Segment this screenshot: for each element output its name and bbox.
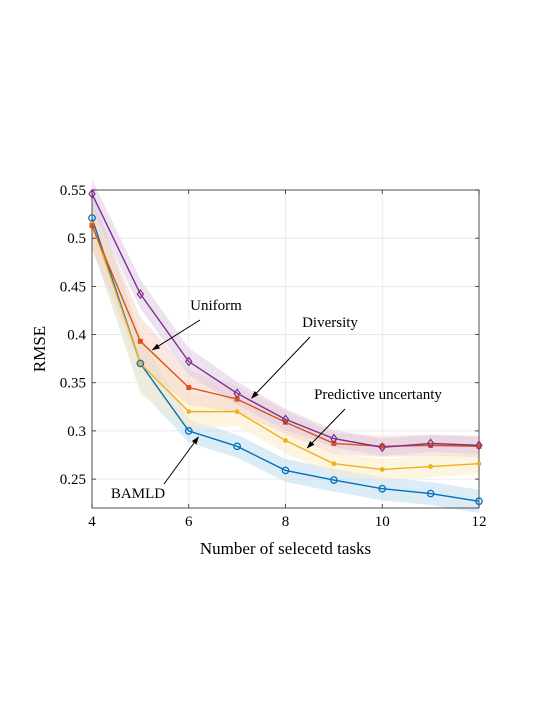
y-tick-label: 0.55 bbox=[60, 183, 86, 199]
y-tick-label: 0.35 bbox=[60, 376, 86, 392]
bamld-annotation: BAMLD bbox=[111, 486, 165, 502]
x-tick-label: 12 bbox=[472, 514, 487, 530]
uniform-point bbox=[428, 442, 434, 448]
predictive-uncertanty-point bbox=[331, 461, 337, 467]
annotation-layer: Uniform Diversity Predictive uncertanty BAM… bbox=[111, 298, 443, 502]
predictive-uncertanty-arrow bbox=[306, 408, 346, 449]
diversity-point bbox=[475, 440, 483, 451]
bamld-line bbox=[91, 217, 480, 502]
diversity-point bbox=[281, 414, 290, 425]
y-tick-label: 0.5 bbox=[67, 231, 86, 247]
diversity-annotation: Diversity bbox=[302, 315, 358, 331]
diversity-point bbox=[136, 289, 145, 300]
bamld-point bbox=[330, 476, 338, 484]
uniform-point bbox=[379, 443, 385, 449]
diversity-point bbox=[88, 188, 96, 199]
predictive-uncertanty-point bbox=[476, 461, 482, 467]
uniform-point bbox=[234, 396, 240, 402]
bamld-point bbox=[88, 214, 96, 222]
uniform-band bbox=[92, 201, 479, 457]
y-tick-label: 0.3 bbox=[67, 424, 86, 440]
uniform-point bbox=[476, 443, 482, 449]
predictive-uncertanty-point bbox=[283, 438, 288, 443]
uniform-annotation: Uniform bbox=[190, 298, 242, 314]
uniform-point bbox=[283, 419, 288, 425]
uniform-point bbox=[89, 223, 95, 229]
diversity-arrow bbox=[251, 336, 311, 399]
uniform-arrow bbox=[151, 319, 201, 351]
bamld-point bbox=[475, 497, 483, 506]
predictive-uncertanty-annotation: Predictive uncertanty bbox=[314, 387, 442, 403]
y-tick-label: 0.45 bbox=[60, 279, 86, 295]
bamld-point bbox=[184, 427, 193, 435]
predictive-uncertanty-point bbox=[186, 409, 192, 415]
predictive-uncertanty-point bbox=[234, 409, 240, 415]
diversity-point bbox=[185, 356, 193, 367]
bamld-point bbox=[426, 489, 435, 498]
bamld-band bbox=[92, 189, 479, 513]
y-tick-label: 0.4 bbox=[67, 328, 86, 344]
diversity-point bbox=[330, 433, 338, 444]
predictive-uncertanty-point bbox=[428, 464, 434, 469]
uniform-point bbox=[186, 385, 192, 391]
diversity-point bbox=[426, 438, 435, 449]
bamld-point bbox=[233, 442, 241, 451]
bamld-point bbox=[281, 466, 290, 475]
x-tick-label: 4 bbox=[88, 514, 96, 530]
bamld-point bbox=[378, 484, 387, 493]
y-axis-title: RMSE bbox=[30, 326, 49, 372]
y-tick-label: 0.25 bbox=[60, 472, 86, 488]
bamld-point bbox=[136, 359, 145, 368]
diversity-line bbox=[91, 193, 480, 448]
x-axis-title: Number of selecetd tasks bbox=[200, 539, 371, 558]
bamld-arrow bbox=[163, 436, 199, 485]
predictive-uncertanty-point bbox=[379, 467, 385, 472]
x-tick-label: 6 bbox=[185, 514, 193, 530]
diversity-point bbox=[378, 442, 386, 453]
marker-layer bbox=[88, 188, 483, 506]
predictive-uncertanty-point bbox=[137, 361, 143, 366]
uniform-point bbox=[137, 338, 143, 344]
diversity-point bbox=[233, 388, 241, 399]
tick-layer: 4 6 8 10 12 0.25 0.3 0.35 0.4 0.45 0.5 0.55 bbox=[60, 183, 487, 530]
x-tick-label: 8 bbox=[282, 514, 290, 530]
x-tick-label: 10 bbox=[375, 514, 390, 530]
